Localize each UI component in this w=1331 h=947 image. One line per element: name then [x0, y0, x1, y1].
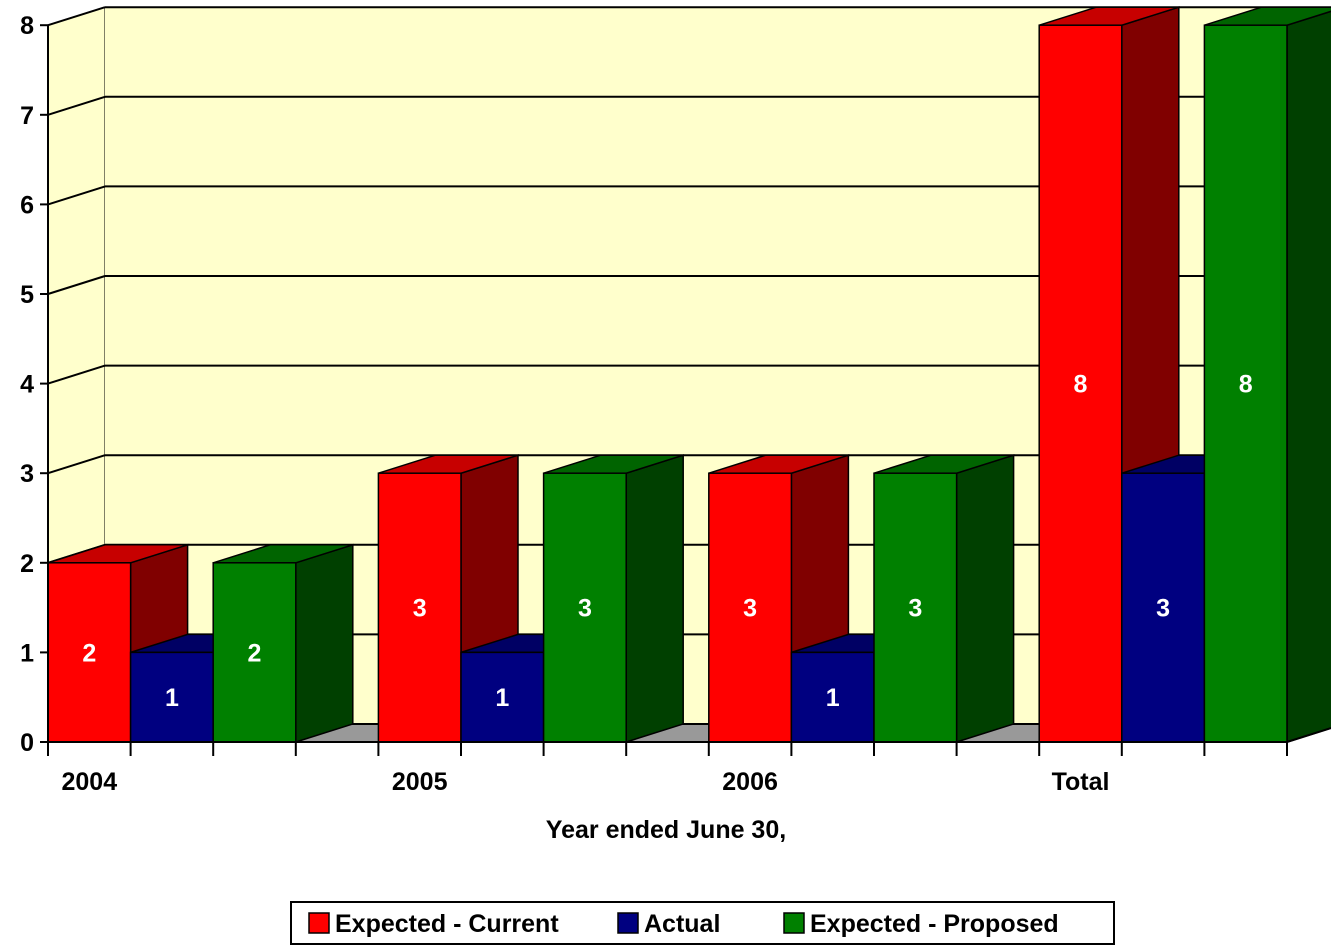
data-label: 1	[165, 684, 179, 712]
y-tick-label: 1	[20, 639, 34, 667]
data-label: 2	[82, 639, 96, 667]
bar	[212, 543, 354, 744]
bar-front	[873, 472, 958, 743]
bar-front	[460, 651, 545, 743]
x-axis-title: Year ended June 30,	[546, 816, 786, 844]
x-category-label: 2005	[392, 768, 448, 796]
legend-swatch	[308, 912, 330, 934]
legend-label: Actual	[644, 910, 720, 938]
bar	[542, 454, 684, 744]
gridline-side	[47, 95, 106, 116]
gridline-side	[47, 6, 106, 27]
y-tick-label: 4	[20, 371, 34, 399]
bar	[873, 454, 1015, 744]
gridline-side	[47, 275, 106, 295]
x-category-label: 2006	[722, 768, 778, 796]
data-label: 8	[1074, 371, 1088, 399]
y-tick-label: 8	[20, 12, 34, 40]
bar-front	[1038, 24, 1123, 743]
gridline-side	[47, 454, 106, 475]
bar-side	[625, 454, 684, 744]
bar-front	[1121, 472, 1206, 743]
data-label: 3	[413, 595, 427, 623]
bar-front	[129, 651, 214, 743]
data-label: 3	[743, 595, 757, 623]
bar-side	[295, 543, 354, 744]
x-category-label: Total	[1052, 768, 1110, 796]
x-axis-depth-line	[1286, 727, 1331, 743]
y-tick-label: 3	[20, 460, 34, 488]
bar-front	[542, 472, 627, 743]
y-tick-label: 7	[20, 102, 34, 130]
y-tick-label: 6	[20, 191, 34, 219]
bar-front	[212, 562, 297, 743]
y-tick-label: 5	[20, 281, 34, 309]
bar-front	[708, 472, 793, 743]
y-tick-label: 0	[20, 729, 34, 757]
x-category-label: 2004	[61, 768, 117, 796]
legend-box	[290, 901, 1115, 945]
gridline-side	[47, 185, 106, 206]
data-label: 3	[578, 595, 592, 623]
bar-side	[955, 454, 1015, 744]
legend-label: Expected - Current	[335, 910, 559, 938]
data-label: 3	[1156, 595, 1170, 623]
bar-front	[1203, 24, 1288, 743]
y-tick-label: 2	[20, 550, 34, 578]
bar	[1203, 6, 1331, 744]
data-label: 8	[1239, 371, 1253, 399]
bar-side	[1286, 10, 1331, 744]
legend-swatch	[617, 912, 639, 934]
data-label: 2	[248, 639, 262, 667]
legend: Expected - Current Actual Expected - Propo…	[290, 901, 1115, 945]
data-label: 1	[495, 684, 509, 712]
legend-label: Expected - Proposed	[810, 910, 1059, 938]
data-label: 1	[826, 684, 840, 712]
data-label: 3	[908, 595, 922, 623]
gridline-side	[47, 364, 106, 385]
legend-swatch	[783, 912, 805, 934]
bar-front	[377, 472, 462, 743]
bar-front	[790, 651, 875, 743]
